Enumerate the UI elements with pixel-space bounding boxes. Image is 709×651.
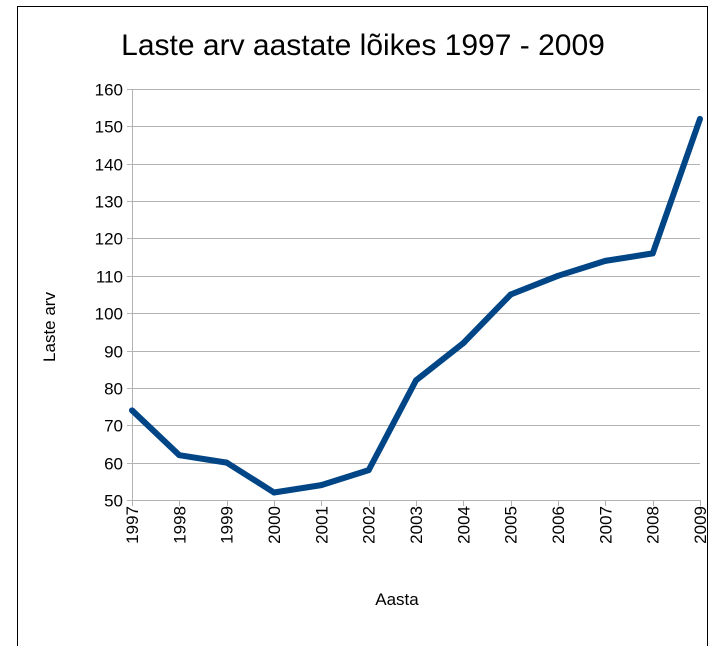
x-tick-label: 2001 xyxy=(312,506,331,544)
y-tick-label: 60 xyxy=(104,455,123,474)
y-tick-label: 160 xyxy=(95,81,123,100)
x-axis-label: Aasta xyxy=(375,590,419,609)
y-tick-label: 80 xyxy=(104,380,123,399)
chart-title: Laste arv aastate lõikes 1997 - 2009 xyxy=(121,29,605,62)
y-tick-label: 150 xyxy=(95,118,123,137)
data-point-2002 xyxy=(365,467,372,474)
data-point-2007 xyxy=(602,257,609,264)
data-point-2000 xyxy=(271,489,277,496)
data-point-2008 xyxy=(649,250,656,257)
data-point-2005 xyxy=(507,291,514,298)
x-tick-label: 2007 xyxy=(596,506,615,544)
data-point-2003 xyxy=(413,377,419,384)
x-tick-label: 2009 xyxy=(691,506,709,544)
x-tick-label: 2005 xyxy=(502,506,521,544)
x-tick-label: 1999 xyxy=(218,506,237,544)
y-tick-label: 110 xyxy=(96,268,123,287)
series-layer xyxy=(129,115,703,496)
y-tick-label: 120 xyxy=(95,230,123,249)
x-tick-label: 2000 xyxy=(265,506,284,544)
x-tick-label: 2004 xyxy=(454,506,473,544)
y-tick-label: 50 xyxy=(104,492,123,511)
data-point-1998 xyxy=(176,452,183,459)
y-tick-label: 70 xyxy=(104,417,123,436)
x-tick-labels: 1997 1998 1999 2000 2001 2002 2003 2004 2005 2006… xyxy=(123,506,709,544)
y-tick-labels: 50 60 70 80 90 100 110 120 130 140 150 160 xyxy=(95,81,123,511)
y-tick-label: 90 xyxy=(104,343,123,362)
data-point-2006 xyxy=(555,272,561,279)
x-tick-label: 2008 xyxy=(644,506,663,544)
y-axis-label: Laste arv xyxy=(40,292,59,362)
data-point-2001 xyxy=(318,482,325,489)
y-tick-label: 140 xyxy=(95,156,123,175)
x-tick-label: 2003 xyxy=(407,506,426,544)
data-point-2009 xyxy=(697,115,703,122)
x-tick-label: 2002 xyxy=(360,506,379,544)
x-tick-label: 1998 xyxy=(170,506,189,544)
data-point-2004 xyxy=(460,340,467,347)
x-tick-label: 2006 xyxy=(549,506,568,544)
chart-frame xyxy=(17,6,708,651)
y-tick-label: 100 xyxy=(95,305,123,324)
axes xyxy=(127,89,701,506)
y-tick-label: 130 xyxy=(95,193,123,212)
data-point-1999 xyxy=(223,459,230,466)
x-tick-label: 1997 xyxy=(123,506,142,544)
data-point-1997 xyxy=(129,407,135,414)
